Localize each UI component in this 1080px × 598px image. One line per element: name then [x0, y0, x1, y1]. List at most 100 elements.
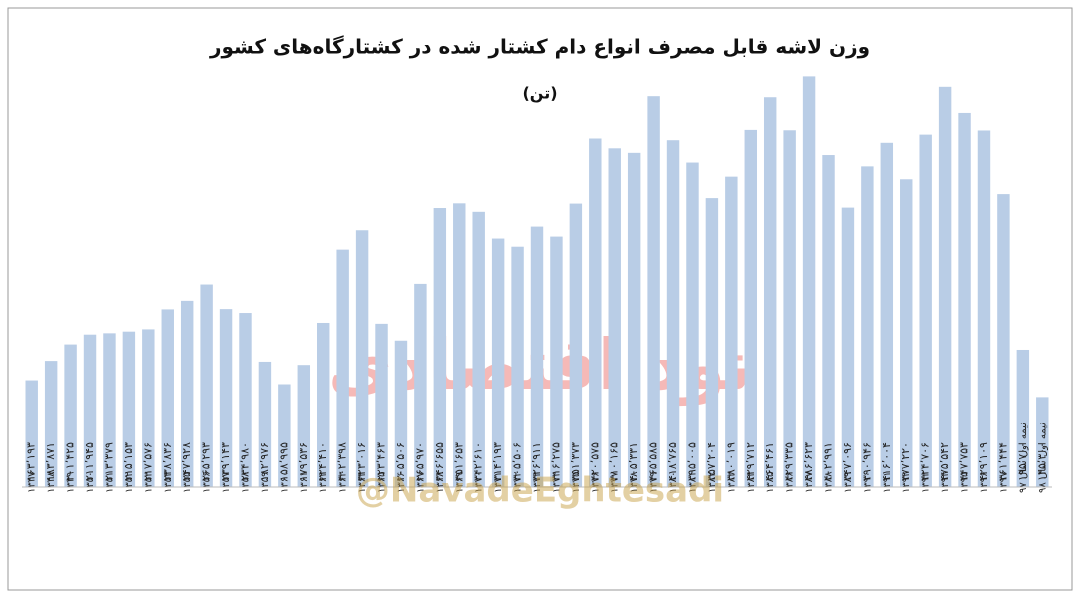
value-label: ۴۶۴٬۴۶۱	[763, 442, 776, 481]
watermark: @NavadeEghtesadi	[356, 471, 724, 511]
value-label: ۳۰۵٬۵۰۶	[511, 442, 524, 481]
value-label: ۳۴۷٬۰۹۶	[841, 442, 854, 481]
bar	[705, 198, 719, 487]
value-label: ۴۱۰٬۱۶۵	[608, 442, 621, 481]
x-tick-label: ۱۳۶۶	[396, 472, 407, 493]
x-tick-label: ۱۳۹۷	[998, 471, 1009, 493]
bar	[608, 148, 621, 488]
value-label: ۳۴۲٬۶۱۰	[472, 442, 485, 481]
value-label: ۲۰۱٬۴۲۵	[64, 442, 77, 481]
value-label: ۲۶۵٬۹۷۰	[413, 442, 426, 481]
bar	[491, 238, 505, 487]
x-tick-label: ۱۳۵۶	[202, 472, 213, 493]
x-tick-label: ۱۳۷۳	[532, 471, 543, 493]
bar	[822, 155, 835, 487]
x-tick-label: ۱۳۴۹	[66, 472, 77, 493]
value-label: ۳۱۴٬۱۹۳	[491, 442, 504, 481]
value-label: ۲۲۳٬۴۶۳	[375, 442, 388, 481]
x-tick-label: ۱۳۶۵	[377, 472, 388, 493]
bar	[122, 331, 136, 487]
value-label: ۳۷۷٬۲۲۰	[899, 442, 912, 481]
bar	[958, 112, 971, 487]
value-label: ۴۴۷٬۷۵۳	[958, 442, 971, 481]
value-label: ۲۳۴٬۹۸۰	[238, 442, 251, 481]
value-label: ۱۷۹٬۵۳۶	[297, 442, 310, 481]
value-label: ۲۱۵٬۱۵۳	[122, 442, 135, 481]
bar	[64, 344, 77, 487]
value-label: ۳۵۷٬۲۰۴	[705, 442, 718, 481]
bar	[997, 194, 1010, 487]
x-tick-label: ۱۳۵۰	[85, 472, 96, 493]
value-label: ۴۲۹٬۳۳۵	[783, 442, 796, 481]
bar	[938, 86, 952, 487]
value-label: ۲۱۳٬۳۷۹	[102, 442, 115, 481]
x-tick-label: ۱۳۷۶	[590, 472, 601, 493]
x-tick-label: ۱۳۷۸	[629, 471, 640, 493]
x-tick-label: ۱۳۷۲	[513, 472, 524, 493]
x-tick-label: ۱۳۹۱	[882, 472, 893, 493]
bar	[763, 97, 777, 488]
bar	[783, 130, 796, 488]
value-label: ۴۲۴٬۷۰۶	[919, 442, 932, 481]
x-tick-label: ۱۳۴۷	[27, 471, 38, 493]
x-tick-label: ۱۳۹۵	[960, 472, 971, 493]
bar	[453, 203, 466, 487]
value-label: ۲۱۷٬۵۷۶	[141, 442, 154, 481]
x-tick-label: ۱۳۶۳	[338, 471, 349, 493]
bar	[977, 130, 991, 488]
value-label: ۴۱۶٬۰۰۴	[880, 442, 893, 481]
bar	[589, 138, 602, 487]
x-tick-label: ۱۳۵۷	[221, 471, 232, 493]
bar	[200, 284, 213, 487]
x-tick-label: ۱۳۷۹	[649, 472, 660, 493]
value-label: ۳۱۶٬۲۷۵	[549, 442, 562, 481]
x-tick-label: ۱۳۸۵	[765, 472, 776, 493]
bar	[161, 309, 174, 487]
value-label: ۴۰۵٬۳۳۱	[627, 442, 640, 481]
value-label: ۴۱۸٬۷۶۵	[666, 442, 679, 481]
x-tick-label: ۱۳۷۱	[493, 472, 504, 493]
x-tick-label: ۱۳۵۸	[240, 471, 251, 493]
value-label: ۴۷۵٬۵۴۲	[938, 442, 951, 481]
bar	[666, 140, 680, 487]
x-tick-label: ۱۳۶۲	[318, 472, 329, 493]
bar	[647, 96, 660, 488]
value-label: ۴۰۲٬۹۹۱	[822, 442, 835, 481]
x-tick-label: ۱۳۵۱	[104, 472, 115, 493]
value-label: ۱۵۸٬۹۹۵	[277, 442, 290, 481]
bar	[394, 340, 408, 487]
value-label: ۱۸۳٬۸۷۱	[44, 442, 57, 481]
value-label: ۴۲۰٬۵۷۵	[588, 442, 601, 481]
value-label: ۴۲۹٬۱۰۹	[977, 442, 990, 481]
x-tick-label: ۱۳۸۷	[804, 471, 815, 493]
x-tick-label: ۱۳۵۳	[143, 471, 154, 493]
value-label: ۱۶۳٬۱۹۳	[25, 442, 38, 481]
x-tick-label: ۱۳۸۴	[746, 472, 757, 493]
value-label: ۳۲۶٬۹۱۱	[530, 442, 543, 481]
bar	[317, 322, 330, 487]
value-label: ۲۳۹٬۱۴۳	[219, 442, 232, 481]
bar	[180, 300, 194, 487]
x-tick-label: ۱۳۶۹	[454, 472, 465, 493]
value-label: ۲۱۱٬۹۴۵	[83, 442, 96, 481]
x-tick-label: ۱۳۷۵	[571, 472, 582, 493]
x-tick-label: ۱۳۶۴	[357, 472, 368, 493]
x-tick-label: ۱۳۶۷	[415, 471, 426, 493]
bar	[861, 166, 874, 488]
value-label: ۲۰۵٬۵۰۶	[394, 442, 407, 481]
bar	[880, 142, 894, 488]
bar	[744, 129, 757, 488]
x-tick-label: ۱۳۶۸	[435, 471, 446, 493]
x-tick-label: ۱۳۸۳	[726, 471, 737, 493]
bar	[375, 323, 388, 487]
x-tick-label: ۱۳۹۰	[862, 472, 873, 493]
value-label: ۴۲۹٬۷۱۲	[744, 442, 757, 481]
bar	[841, 207, 855, 487]
value-label: ۳۸۰٬۰۱۹	[724, 442, 737, 481]
x-tick-label: نیمه اول سال ۹۷	[1018, 422, 1029, 493]
x-tick-label: ۱۳۴۸	[46, 471, 57, 493]
value-label: ۲۶۵٬۲۹۳	[200, 442, 213, 481]
value-label: ۳۹۵٬۰۰۵	[685, 442, 698, 481]
x-tick-label: ۱۳۷۴	[551, 472, 562, 493]
x-tick-label: ۱۳۹۳	[921, 471, 932, 493]
